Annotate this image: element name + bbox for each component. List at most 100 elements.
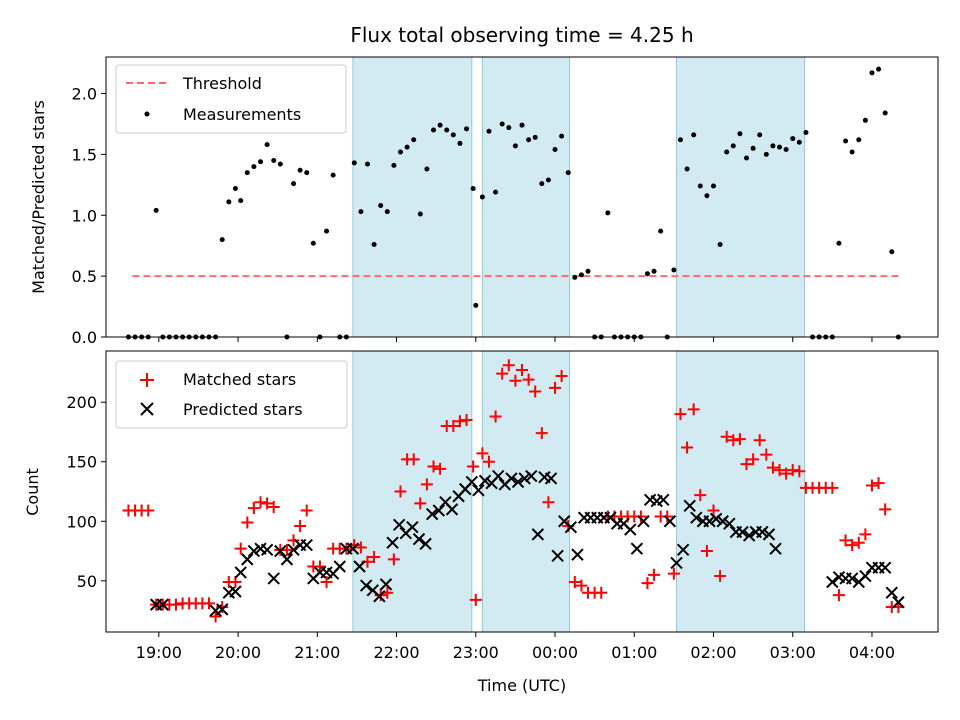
measurement-point xyxy=(351,160,357,166)
top-x-ticks xyxy=(158,337,873,342)
matched-star-point xyxy=(753,434,766,447)
predicted-star-point xyxy=(709,512,723,526)
matched-star-point xyxy=(648,568,661,581)
x-tick-label: 20:00 xyxy=(215,643,261,662)
measurement-point xyxy=(856,137,862,143)
matched-star-point xyxy=(447,420,460,433)
matched-star-point xyxy=(720,430,733,443)
measurement-point xyxy=(671,267,677,273)
measurement-point xyxy=(843,138,849,144)
predicted-star-point xyxy=(287,543,300,557)
predicted-legend-swatch xyxy=(140,402,154,416)
x-tick-label: 04:00 xyxy=(849,643,895,662)
bottom-legend: Matched stars Predicted stars xyxy=(115,360,348,429)
measurement-point xyxy=(565,170,571,176)
matched-star-point xyxy=(209,610,222,623)
matched-star-point xyxy=(287,534,300,547)
x-tick-label: 22:00 xyxy=(373,643,419,662)
measurement-point xyxy=(790,136,796,142)
matched-star-point xyxy=(773,464,786,477)
matched-star-point xyxy=(555,370,568,383)
predicted-star-point xyxy=(432,504,446,517)
matched-star-point xyxy=(568,575,581,588)
matched-star-point xyxy=(300,504,313,517)
measurement-point xyxy=(304,170,310,176)
predicted-star-point xyxy=(859,569,872,583)
predicted-star-point xyxy=(267,572,280,585)
predicted-star-point xyxy=(260,543,274,557)
x-tick-label: 23:00 xyxy=(453,643,499,662)
measurements-legend-swatch xyxy=(144,111,150,117)
matched-star-point xyxy=(766,461,779,474)
predicted-star-point xyxy=(392,518,406,532)
matched-star-point xyxy=(793,465,806,478)
x-axis-label: Time (UTC) xyxy=(477,676,566,695)
measurement-point xyxy=(330,172,336,178)
matched-star-point xyxy=(142,504,155,517)
measurement-point xyxy=(677,137,683,143)
measurement-point xyxy=(869,70,875,76)
matched-star-point xyxy=(826,481,839,494)
measurement-point xyxy=(219,237,225,243)
matched-star-point xyxy=(169,598,182,611)
measurement-point xyxy=(226,199,232,205)
bottom-shaded-span xyxy=(676,350,806,633)
predicted-star-point xyxy=(406,521,419,534)
predicted-star-point xyxy=(274,544,287,558)
matched-star-point xyxy=(747,453,760,466)
matched-star-point xyxy=(681,441,694,454)
predicted-star-point xyxy=(492,469,505,483)
matched-star-point xyxy=(740,458,753,471)
predicted-star-point xyxy=(518,472,531,485)
bottom-plot-frame xyxy=(105,350,939,633)
matched-star-point xyxy=(254,496,267,509)
matched-star-point xyxy=(595,586,608,599)
predicted-star-point xyxy=(511,475,525,489)
measurement-point xyxy=(277,161,283,167)
bottom-y-tick-label: 150 xyxy=(66,453,97,472)
matched-star-point xyxy=(203,597,216,610)
bottom-y-ticks: 50 100 150 200 xyxy=(66,393,106,591)
matched-star-point xyxy=(879,503,892,516)
predicted-star-point xyxy=(878,561,892,574)
measurement-point xyxy=(658,228,664,234)
measurement-point xyxy=(398,149,404,155)
matched-star-point xyxy=(535,427,548,440)
measurement-point xyxy=(578,272,584,278)
bottom-legend-box xyxy=(115,360,348,429)
predicted-star-point xyxy=(564,521,578,534)
measurement-point xyxy=(506,125,512,131)
predicted-star-point xyxy=(241,553,254,566)
measurement-point xyxy=(258,159,264,165)
predicted-star-point xyxy=(300,538,313,552)
measurement-point xyxy=(651,268,657,274)
matched-star-point xyxy=(846,539,859,552)
predicted-star-point xyxy=(637,515,650,528)
predicted-star-point xyxy=(736,525,749,539)
measurement-point xyxy=(750,145,756,151)
predicted-star-point xyxy=(885,586,898,599)
predicted-star-point xyxy=(544,472,558,485)
matched-legend-label: Matched stars xyxy=(183,370,296,389)
top-shaded-span xyxy=(676,56,806,338)
measurement-point xyxy=(876,66,882,72)
matched-star-point xyxy=(434,462,447,475)
predicted-star-point xyxy=(551,549,564,563)
matched-star-point xyxy=(489,410,502,423)
predicted-star-point xyxy=(216,603,229,616)
measurement-point xyxy=(450,132,456,138)
matched-star-point xyxy=(453,415,466,428)
predicted-star-point xyxy=(386,536,399,549)
matched-star-point xyxy=(294,520,307,533)
matched-star-point xyxy=(522,373,535,386)
predicted-star-point xyxy=(716,515,729,528)
matched-star-point xyxy=(509,374,522,387)
bottom-shaded-spans xyxy=(352,350,806,633)
measurement-point xyxy=(836,240,842,246)
predicted-star-point xyxy=(676,543,690,557)
measurement-point xyxy=(457,140,463,146)
measurement-point xyxy=(232,185,238,191)
matched-legend-swatch xyxy=(140,373,154,387)
measurement-point xyxy=(704,193,710,199)
